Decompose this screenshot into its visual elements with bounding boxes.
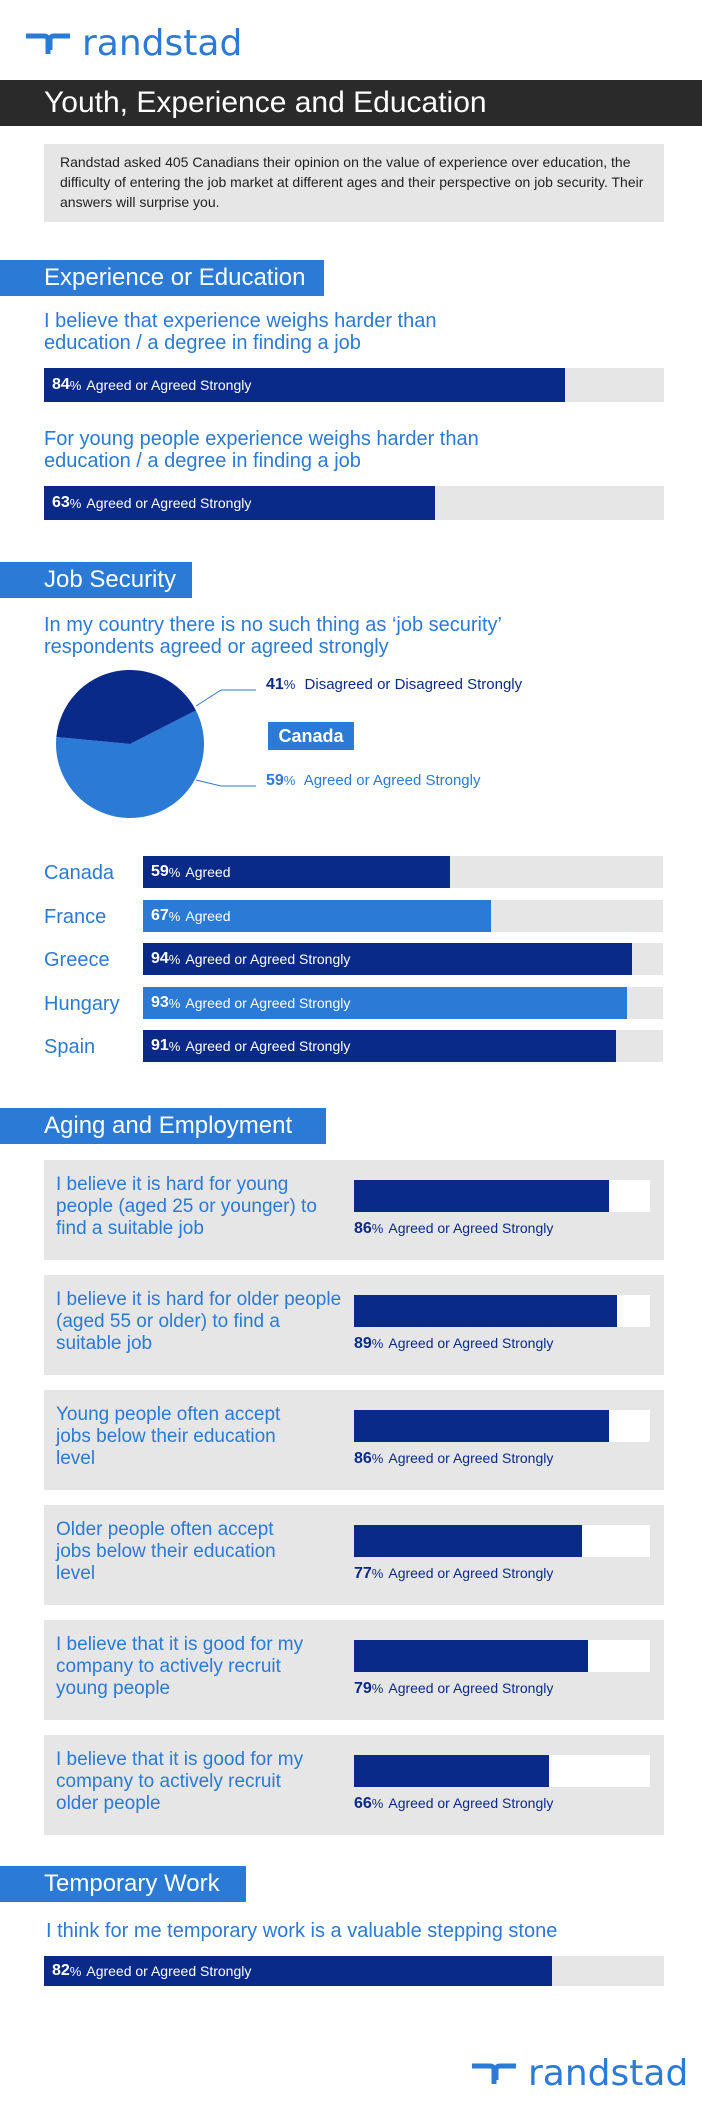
pie-leader-disagree — [195, 689, 256, 707]
brand-name: randstad — [528, 2052, 689, 2094]
aging-question: I believe it is hard for young people (a… — [56, 1174, 317, 1239]
randstad-logo-icon — [26, 33, 70, 54]
temporary-bar-label: Agreed or Agreed Strongly — [86, 1963, 252, 1979]
aging-items: I believe it is hard for young people (a… — [44, 1160, 664, 1835]
aging-item: Young people often accept jobs below the… — [44, 1390, 664, 1490]
country-bar-fill — [143, 1030, 617, 1062]
aging-bar — [354, 1410, 650, 1442]
aging-item: I believe it is hard for older people (a… — [44, 1275, 664, 1375]
pie-leader-agree — [195, 779, 256, 787]
page-title: Youth, Experience and Education — [44, 86, 487, 119]
aging-item: Older people often accept jobs below the… — [44, 1505, 664, 1605]
temporary-question: I think for me temporary work is a valua… — [46, 1920, 558, 1942]
country-bar-fill — [143, 900, 492, 932]
experience-bar-2-value: 63 — [52, 494, 70, 511]
country-bar-fill — [143, 987, 627, 1019]
temporary-bar-fill — [44, 1956, 553, 1986]
brand-logo-top: randstad — [24, 20, 242, 66]
temporary-bar-value: 82 — [52, 1962, 70, 1979]
country-bar-fill — [143, 943, 632, 975]
country-bar-fill — [143, 856, 450, 888]
aging-bar-fill — [354, 1410, 609, 1442]
job-security-pie — [56, 670, 256, 818]
brand-name: randstad — [82, 22, 243, 64]
country-bar: 59% Agreed — [143, 856, 663, 888]
page-title-bar: Youth, Experience and Education — [0, 80, 702, 126]
aging-question: I believe it is hard for older people (a… — [56, 1289, 342, 1354]
experience-bar-1-value: 84 — [52, 376, 70, 393]
brand-logo-bottom: randstad — [470, 2050, 688, 2096]
country-bar: 67% Agreed — [143, 900, 663, 932]
aging-item: I believe it is hard for young people (a… — [44, 1160, 664, 1260]
aging-bar-fill — [354, 1295, 618, 1327]
country-name: Greece — [44, 949, 110, 971]
section-tab-job-security: Job Security — [0, 562, 192, 598]
experience-bar-2-fill — [44, 486, 435, 520]
country-name: France — [44, 906, 107, 928]
aging-bar — [354, 1525, 650, 1557]
aging-bar-fill — [354, 1640, 588, 1672]
pie-label-disagree: 41% Disagreed or Disagreed Strongly — [266, 676, 523, 693]
experience-question-1: I believe that experience weighs harder … — [44, 310, 437, 354]
pie-slice-disagree — [56, 670, 196, 744]
experience-bar-2-label: Agreed or Agreed Strongly — [86, 495, 252, 511]
aging-question: Older people often accept jobs below the… — [56, 1519, 276, 1584]
aging-bar — [354, 1295, 650, 1327]
country-bars: Canada 59% Agreed France 67% Agreed Greece… — [0, 856, 702, 1066]
country-bar: 93% Agreed or Agreed Strongly — [143, 987, 663, 1019]
country-name: Spain — [44, 1036, 96, 1058]
aging-value: 86% Agreed or Agreed Strongly — [354, 1450, 554, 1467]
experience-question-2: For young people experience weighs harde… — [44, 428, 479, 472]
aging-value: 89% Agreed or Agreed Strongly — [354, 1335, 554, 1352]
aging-value: 77% Agreed or Agreed Strongly — [354, 1565, 554, 1582]
experience-bar-2: 63% Agreed or Agreed Strongly — [44, 486, 664, 520]
aging-value: 79% Agreed or Agreed Strongly — [354, 1680, 554, 1697]
pie-slice-agree — [56, 710, 205, 818]
temporary-bar: 82% Agreed or Agreed Strongly — [44, 1956, 664, 1986]
country-bar: 91% Agreed or Agreed Strongly — [143, 1030, 663, 1062]
experience-bar-1-label: Agreed or Agreed Strongly — [86, 377, 252, 393]
randstad-logo-icon — [472, 2063, 516, 2084]
job-security-question: In my country there is no such thing as … — [44, 614, 502, 658]
aging-bar-fill — [354, 1755, 550, 1787]
aging-item: I believe that it is good for my company… — [44, 1620, 664, 1720]
aging-question: I believe that it is good for my company… — [56, 1749, 304, 1814]
aging-value: 86% Agreed or Agreed Strongly — [354, 1220, 554, 1237]
pie-label-agree: 59% Agreed or Agreed Strongly — [266, 772, 481, 789]
country-name: Hungary — [44, 993, 120, 1015]
experience-bar-1-fill — [44, 368, 565, 402]
aging-item: I believe that it is good for my company… — [44, 1735, 664, 1835]
aging-bar-fill — [354, 1180, 609, 1212]
experience-bar-1: 84% Agreed or Agreed Strongly — [44, 368, 664, 402]
intro-text: Randstad asked 405 Canadians their opini… — [60, 154, 644, 210]
aging-question: I believe that it is good for my company… — [56, 1634, 304, 1699]
aging-bar — [354, 1180, 650, 1212]
country-bar: 94% Agreed or Agreed Strongly — [143, 943, 663, 975]
section-tab-temporary: Temporary Work — [0, 1866, 246, 1902]
pie-country-badge: Canada — [268, 722, 354, 750]
intro-box: Randstad asked 405 Canadians their opini… — [44, 144, 664, 222]
aging-bar — [354, 1640, 650, 1672]
section-tab-aging: Aging and Employment — [0, 1108, 326, 1144]
aging-value: 66% Agreed or Agreed Strongly — [354, 1795, 554, 1812]
section-tab-experience: Experience or Education — [0, 260, 324, 296]
aging-question: Young people often accept jobs below the… — [56, 1404, 281, 1469]
country-name: Canada — [44, 862, 115, 884]
aging-bar — [354, 1755, 650, 1787]
aging-bar-fill — [354, 1525, 582, 1557]
